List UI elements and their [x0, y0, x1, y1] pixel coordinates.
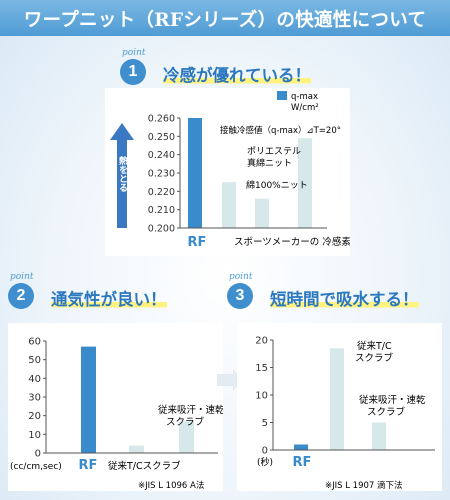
point-badge-2: point 2 [8, 272, 38, 316]
sports-label: スポーツメーカーの 冷感素材 [234, 236, 350, 248]
y-unit-label: (秒) [257, 456, 273, 468]
section2-title: 通気性が良い！ [51, 286, 167, 310]
y-unit-label: (cc/cm,sec) [10, 462, 62, 472]
x-label-rf: RF [79, 458, 98, 473]
legend-line1: q-max [291, 92, 318, 102]
connector-arrow-icon [217, 369, 243, 391]
point-number: 3 [227, 283, 253, 309]
y-tick-label: 0.210 [148, 205, 175, 216]
cotton-label: 綿100%ニット [246, 179, 308, 191]
bar-comparison-2 [179, 421, 194, 453]
header-banner: ワープニット（RFシリーズ）の快適性について [0, 0, 450, 36]
y-tick-label: 0.220 [148, 187, 175, 198]
y-tick-label: 10 [255, 391, 268, 402]
bar-comparison-2 [372, 422, 386, 450]
section3-title: 短時間で吸水する！ [270, 286, 419, 310]
heat-arrow-label: 熱をとる [117, 155, 128, 192]
bar-comparison-2 [255, 198, 269, 228]
x-label-tc: 従来T/Cスクラブ [108, 460, 181, 472]
comp2-label-2: スクラブ [166, 416, 205, 428]
y-tick-label: 15 [255, 363, 268, 374]
point-label: point [122, 48, 146, 58]
y-tick-label: 0 [262, 446, 268, 457]
comp1-label-1: 従来T/C [357, 340, 392, 352]
bar-comparison-1 [222, 182, 236, 228]
legend-swatch [277, 91, 287, 100]
absorption-chart-panel: 0 5 10 15 20 (秒) RF 従来T/C スクラブ 従来吸汗・速乾 スクラブ … [237, 323, 442, 491]
point-number: 2 [8, 283, 34, 309]
bar-rf [188, 118, 202, 228]
page-title: ワープニット（RFシリーズ）の快適性について [23, 10, 427, 31]
cond-label: 接触冷感値（q-max）⊿T=20° [220, 125, 341, 136]
cooling-chart-panel: 熱をとる 0.200 0.210 0.220 0.230 0.240 0.250 0.260… [105, 88, 361, 256]
breathability-chart-panel: 0 10 20 30 40 50 60 (cc/cm,sec) RF 従来T/Cスクラブ 従… [8, 323, 225, 492]
polyester-label-2: 真綿ニット [247, 157, 292, 169]
comp2-label-1: 従来吸汗・速乾 [359, 394, 426, 406]
section1-title: 冷感が優れている！ [163, 62, 312, 86]
y-tick-label: 5 [262, 418, 268, 429]
y-tick-label: 0.260 [148, 114, 175, 125]
x-label-rf: RF [293, 455, 312, 470]
polyester-label-1: ポリエステル [247, 146, 301, 157]
y-tick-label: 50 [28, 355, 41, 366]
bar-comparison-1 [129, 445, 144, 453]
y-tick-label: 0.200 [148, 224, 175, 235]
section2-title-text: 通気性が良い！ [51, 290, 167, 309]
point-badge-1: point 1 [120, 48, 150, 92]
bar-rf [81, 346, 96, 453]
point-label: point [10, 272, 34, 282]
y-tick-label: 10 [28, 430, 41, 441]
legend-line2: W/cm² [291, 103, 319, 113]
point-badge-3: point 3 [227, 272, 257, 316]
breathability-chart: 0 10 20 30 40 50 60 (cc/cm,sec) RF 従来T/Cスクラブ 従… [10, 337, 225, 492]
cooling-chart: 熱をとる 0.200 0.210 0.220 0.230 0.240 0.250 0.260… [110, 91, 361, 250]
comp2-label-1: 従来吸汗・速乾 [158, 404, 223, 416]
y-tick-label: 0.230 [148, 169, 175, 180]
bar-comparison-3 [298, 138, 312, 228]
y-tick-label: 0.240 [148, 150, 175, 161]
y-tick-label: 0.250 [148, 132, 175, 143]
comp2-label-2: スクラブ [367, 406, 406, 418]
point-label: point [229, 272, 253, 282]
x-label-rf: RF [188, 235, 207, 250]
y-tick-label: 20 [255, 336, 268, 347]
y-tick-label: 60 [28, 337, 41, 348]
section1-title-text: 冷感が優れている！ [163, 66, 312, 85]
bar-rf [294, 444, 308, 450]
y-tick-label: 20 [28, 411, 41, 422]
bar-comparison-1 [330, 348, 344, 450]
y-tick-label: 0 [35, 449, 41, 460]
y-tick-label: 30 [28, 393, 41, 404]
section3-title-text: 短時間で吸水する！ [270, 290, 419, 309]
comp1-label-2: スクラブ [355, 352, 394, 364]
y-tick-label: 40 [28, 374, 41, 385]
section3-footnote: ※JIS L 1907 滴下法 [325, 480, 403, 491]
point-number: 1 [120, 59, 146, 85]
section2-footnote: ※JIS L 1096 A法 [138, 480, 204, 491]
heat-arrow-icon [110, 123, 134, 228]
